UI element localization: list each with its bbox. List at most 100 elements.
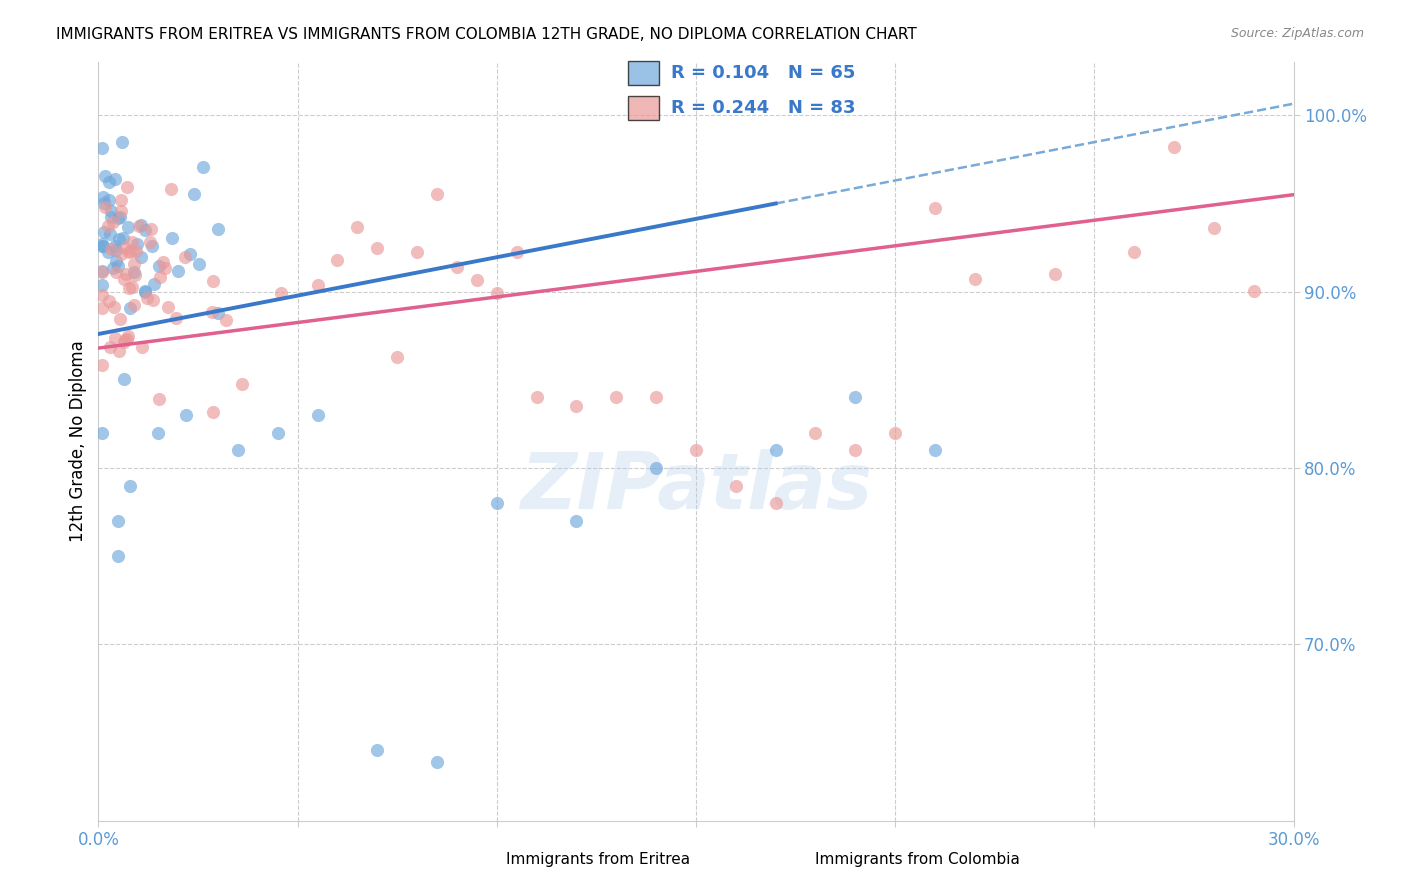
Point <box>117 244 139 259</box>
Point <box>1243 284 1265 298</box>
Point <box>107 514 129 528</box>
Point <box>91 278 114 293</box>
Point <box>134 284 156 298</box>
Point <box>202 404 225 418</box>
Point <box>115 267 138 281</box>
Point <box>107 259 129 273</box>
Point <box>159 182 181 196</box>
Point <box>1123 244 1146 259</box>
Point <box>179 247 201 261</box>
Point <box>121 235 143 249</box>
Point <box>104 254 127 268</box>
Point <box>267 425 290 440</box>
Text: R = 0.104   N = 65: R = 0.104 N = 65 <box>671 64 856 82</box>
Point <box>346 220 368 235</box>
Point <box>103 260 125 275</box>
Point <box>129 218 152 232</box>
Point <box>426 187 449 202</box>
Point <box>117 219 139 234</box>
Point <box>122 297 145 311</box>
Point <box>138 235 160 249</box>
Point <box>174 408 197 422</box>
Point <box>91 236 114 251</box>
FancyBboxPatch shape <box>628 62 659 86</box>
Point <box>326 253 349 268</box>
Point <box>406 244 429 259</box>
Point <box>120 478 142 492</box>
Point <box>93 169 115 184</box>
Point <box>91 358 114 372</box>
Point <box>765 496 787 510</box>
Point <box>91 288 114 302</box>
Point <box>110 193 132 207</box>
Point <box>142 293 165 308</box>
Point <box>485 286 508 301</box>
Point <box>143 277 166 292</box>
Point <box>93 196 115 211</box>
Point <box>446 260 468 275</box>
Point <box>645 461 668 475</box>
Point <box>100 242 122 256</box>
Point <box>94 200 117 214</box>
Point <box>174 250 197 264</box>
Point <box>506 245 529 260</box>
Point <box>98 293 121 308</box>
Point <box>366 743 388 757</box>
Point <box>426 756 449 770</box>
Point <box>165 310 187 325</box>
Text: IMMIGRANTS FROM ERITREA VS IMMIGRANTS FROM COLOMBIA 12TH GRADE, NO DIPLOMA CORRE: IMMIGRANTS FROM ERITREA VS IMMIGRANTS FR… <box>56 27 917 42</box>
Point <box>121 279 143 293</box>
Point <box>91 239 114 253</box>
Point <box>98 339 121 353</box>
Point <box>1043 267 1066 281</box>
Point <box>207 306 229 320</box>
Point <box>924 201 946 215</box>
Point <box>307 277 329 292</box>
Point <box>187 257 209 271</box>
Point <box>93 225 115 239</box>
Point <box>107 232 129 246</box>
Point <box>97 219 120 233</box>
FancyBboxPatch shape <box>628 96 659 120</box>
Point <box>141 222 163 236</box>
Point <box>111 230 134 244</box>
Point <box>307 408 329 422</box>
Point <box>128 219 150 234</box>
Point <box>385 350 409 364</box>
Point <box>148 259 170 273</box>
Point <box>122 265 145 279</box>
Point <box>115 332 138 346</box>
Point <box>103 215 125 229</box>
Point <box>183 186 205 201</box>
Y-axis label: 12th Grade, No Diploma: 12th Grade, No Diploma <box>69 341 87 542</box>
Point <box>118 280 141 294</box>
Point <box>104 172 127 186</box>
Point <box>110 204 132 219</box>
Point <box>152 254 174 268</box>
Point <box>100 210 122 224</box>
Point <box>485 496 508 510</box>
Point <box>134 285 156 299</box>
Point <box>91 264 114 278</box>
Point <box>141 239 163 253</box>
Point <box>366 241 388 255</box>
Point <box>565 514 588 528</box>
Point <box>118 301 141 315</box>
Point <box>112 334 135 349</box>
Point <box>167 264 190 278</box>
Point <box>111 135 134 149</box>
Point <box>157 301 180 315</box>
Point <box>114 333 136 347</box>
Point <box>125 237 148 252</box>
Text: Immigrants from Eritrea: Immigrants from Eritrea <box>506 852 690 867</box>
Point <box>117 329 139 343</box>
Point <box>131 339 153 353</box>
Point <box>215 313 238 327</box>
Point <box>124 268 146 282</box>
Point <box>97 245 120 260</box>
Point <box>270 285 292 300</box>
Point <box>135 291 157 305</box>
Point <box>924 443 946 458</box>
Point <box>844 443 866 458</box>
Point <box>202 274 225 288</box>
